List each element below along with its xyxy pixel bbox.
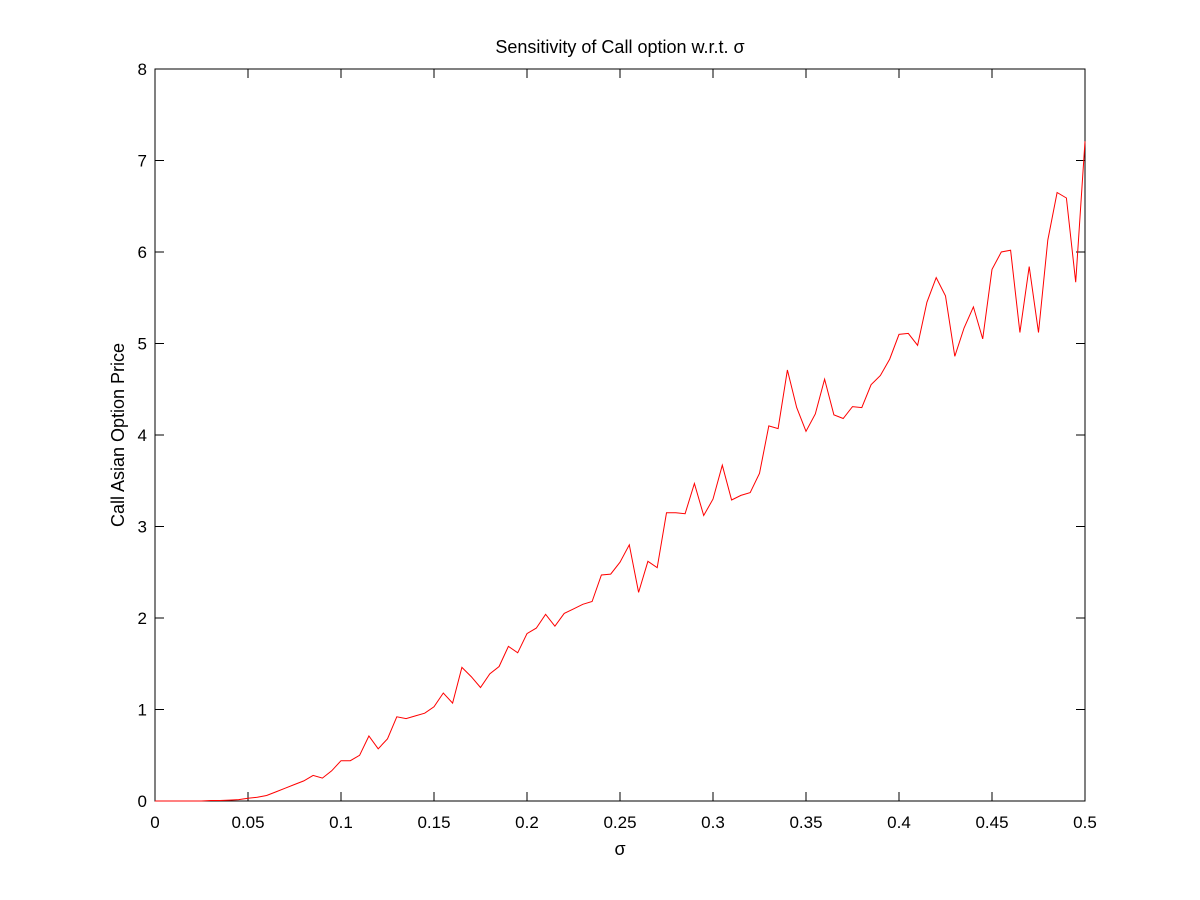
x-tick-label: 0.1 bbox=[329, 813, 353, 832]
y-axis-label: Call Asian Option Price bbox=[108, 343, 128, 527]
x-tick-label: 0.25 bbox=[603, 813, 636, 832]
y-tick-label: 7 bbox=[138, 152, 147, 171]
y-tick-label: 8 bbox=[138, 60, 147, 79]
y-tick-label: 1 bbox=[138, 701, 147, 720]
chart-title: Sensitivity of Call option w.r.t. σ bbox=[495, 37, 744, 57]
y-tick-label: 6 bbox=[138, 243, 147, 262]
x-tick-label: 0.05 bbox=[231, 813, 264, 832]
y-tick-label: 3 bbox=[138, 518, 147, 537]
x-axis-label: σ bbox=[614, 839, 625, 859]
plot-frame bbox=[154, 68, 1086, 802]
series-line bbox=[155, 141, 1086, 802]
y-tick-label: 4 bbox=[138, 426, 147, 445]
x-tick-label: 0.4 bbox=[887, 813, 911, 832]
y-tick-label: 5 bbox=[138, 335, 147, 354]
x-tick-label: 0.15 bbox=[417, 813, 450, 832]
x-tick-label: 0 bbox=[150, 813, 159, 832]
x-tick-label: 0.35 bbox=[789, 813, 822, 832]
y-tick-label: 0 bbox=[138, 792, 147, 811]
x-tick-label: 0.45 bbox=[975, 813, 1008, 832]
x-tick-label: 0.2 bbox=[515, 813, 539, 832]
y-tick-label: 2 bbox=[138, 609, 147, 628]
axis-ticks: 0 0.05 0.1 0.15 0.2 0.25 0.3 0.35 0.4 0.45 0.5 0 1 2 3… bbox=[138, 60, 1097, 832]
x-tick-label: 0.5 bbox=[1073, 813, 1097, 832]
x-tick-label: 0.3 bbox=[701, 813, 725, 832]
axes bbox=[154, 68, 1086, 802]
